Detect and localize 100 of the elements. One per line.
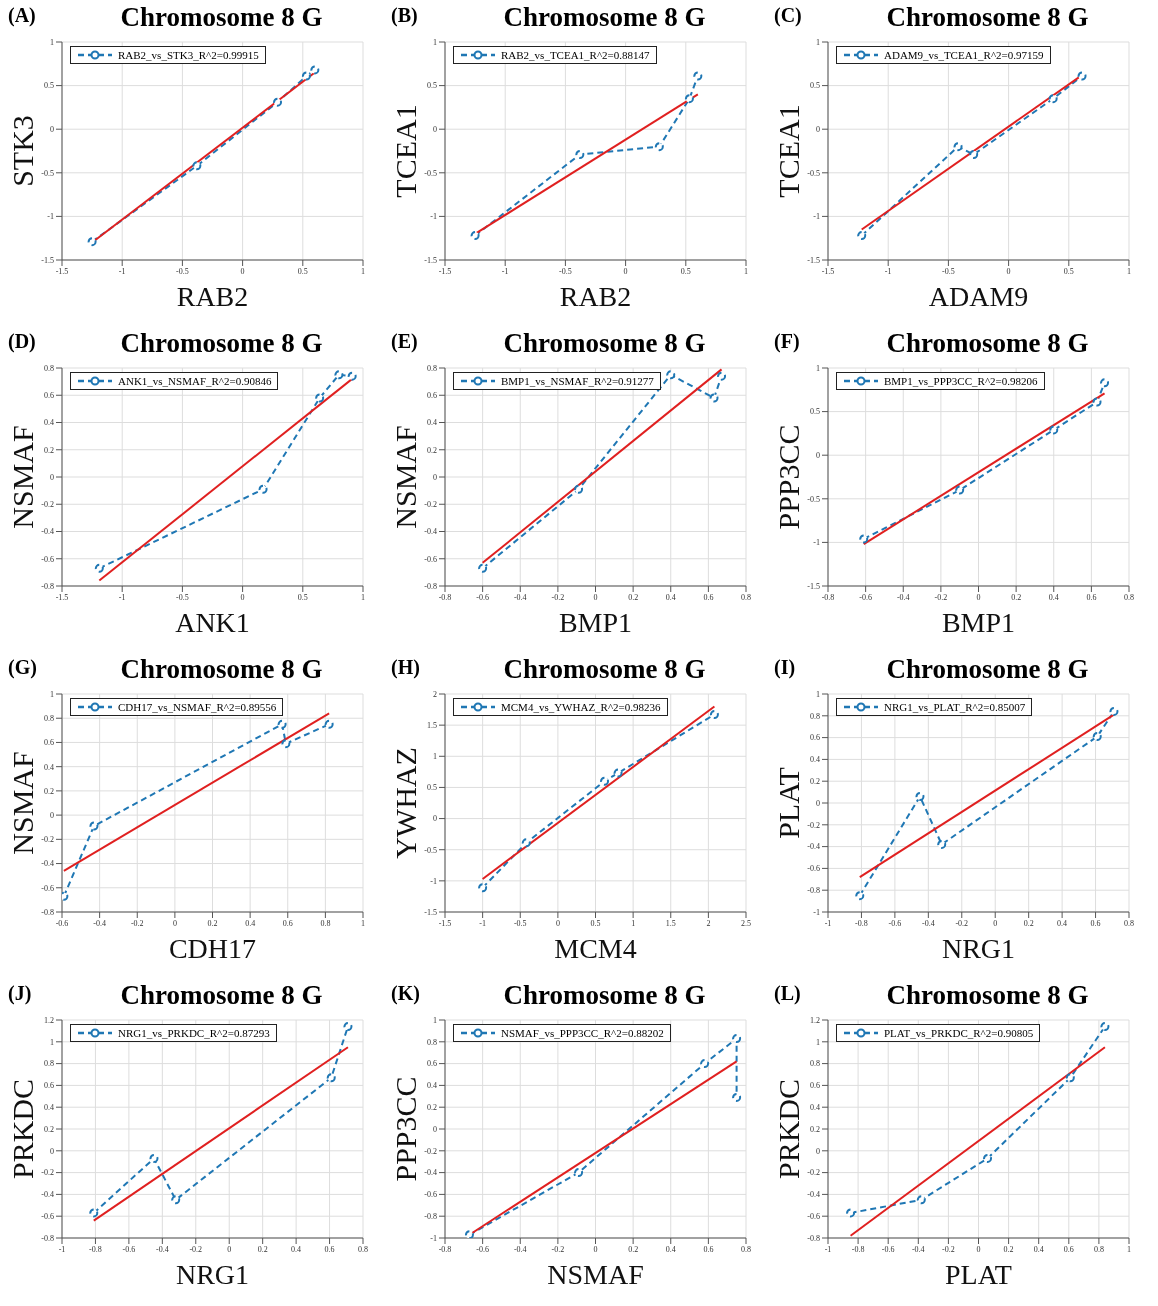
- point: [1049, 425, 1059, 435]
- point: [1100, 378, 1110, 388]
- x-tick-label: -0.6: [122, 1244, 136, 1254]
- y-tick-label: 0.4: [44, 1103, 54, 1113]
- x-tick-label: -1: [824, 918, 832, 928]
- x-tick-label: 0.4: [665, 592, 676, 602]
- point: [87, 237, 97, 247]
- x-tick-label: 2.5: [741, 918, 751, 928]
- y-tick-label: -0.6: [41, 554, 54, 564]
- y-tick-label: 0.6: [427, 391, 437, 401]
- x-tick-label: 2: [706, 918, 711, 928]
- chart-title: Chromosome 8 G: [119, 654, 324, 685]
- y-tick-label: 1: [816, 1037, 820, 1047]
- x-tick-label: 0: [976, 592, 981, 602]
- point: [983, 1153, 993, 1163]
- y-tick-label: -0.8: [807, 886, 820, 896]
- x-tick-label: 0: [593, 1244, 598, 1254]
- x-tick-label: -0.2: [551, 592, 565, 602]
- y-tick-label: 0.8: [810, 1059, 820, 1069]
- point: [324, 719, 334, 729]
- y-tick-label: -0.6: [41, 1212, 54, 1222]
- y-axis-title: PPP3CC: [388, 1076, 422, 1182]
- point: [478, 563, 488, 573]
- legend-label: NSMAF_vs_PPP3CC_R^2=0.88202: [501, 1027, 664, 1039]
- y-tick-label: 0: [50, 1146, 54, 1156]
- x-tick-label: 0.4: [1048, 592, 1059, 602]
- chart-title: Chromosome 8 G: [885, 2, 1090, 33]
- x-axis-title: RAB2: [176, 281, 249, 312]
- point: [969, 149, 979, 159]
- x-axis-title: NRG1: [175, 1259, 250, 1290]
- point: [915, 791, 925, 801]
- y-tick-label: -0.5: [807, 494, 820, 504]
- y-tick-label: 0.4: [427, 418, 437, 428]
- x-tick-label: 0.5: [297, 266, 308, 276]
- y-tick-label: -0.2: [41, 1168, 54, 1178]
- legend-label: ADAM9_vs_TCEA1_R^2=0.97159: [884, 49, 1044, 61]
- y-tick-label: -0.5: [424, 168, 437, 178]
- x-axis-title: MCM4: [554, 933, 637, 964]
- x-tick-label: 0.5: [590, 918, 601, 928]
- chart-title: Chromosome 8 G: [502, 2, 707, 33]
- x-axis-title: RAB2: [559, 281, 632, 312]
- y-tick-label: 0.6: [44, 738, 54, 748]
- y-tick-label: 1.2: [810, 1015, 820, 1025]
- point: [192, 161, 202, 171]
- x-tick-label: 0.8: [1124, 592, 1134, 602]
- x-tick-label: -0.5: [559, 266, 572, 276]
- x-tick-label: 0: [555, 918, 560, 928]
- x-tick-label: -1: [824, 1244, 832, 1254]
- point: [937, 839, 947, 849]
- text: (K): [391, 982, 420, 1005]
- text: (I): [774, 656, 796, 679]
- x-tick-label: -0.2: [942, 1244, 955, 1254]
- text: (H): [391, 656, 420, 679]
- y-tick-label: 0.6: [810, 733, 820, 743]
- x-axis-title: NSMAF: [547, 1259, 644, 1290]
- point: [1109, 706, 1119, 716]
- point: [574, 484, 584, 494]
- point: [470, 231, 480, 241]
- legend-label: MCM4_vs_YWHAZ_R^2=0.98236: [501, 701, 661, 713]
- y-tick-label: 0.2: [427, 445, 437, 455]
- text: (D): [8, 330, 36, 353]
- point: [1048, 94, 1058, 104]
- point: [315, 393, 325, 403]
- x-axis-title: CDH17: [168, 933, 257, 964]
- point: [575, 149, 585, 159]
- x-tick-label: -0.8: [851, 1244, 865, 1254]
- x-tick-label: 0: [976, 1244, 981, 1254]
- y-tick-label: -1.5: [424, 255, 437, 265]
- legend-label: ANK1_vs_NSMAF_R^2=0.90846: [118, 375, 272, 387]
- x-tick-label: 0: [240, 592, 245, 602]
- x-tick-label: -0.8: [855, 918, 868, 928]
- y-axis-title: NSMAF: [5, 751, 39, 855]
- point: [464, 1230, 474, 1238]
- y-tick-label: -0.4: [807, 1190, 820, 1200]
- x-tick-label: -0.8: [89, 1244, 102, 1254]
- x-tick-label: 0: [623, 266, 628, 276]
- x-tick-label: -1: [884, 266, 892, 276]
- point: [955, 485, 965, 495]
- x-tick-label: 0.6: [324, 1244, 335, 1254]
- x-tick-label: -0.6: [881, 1244, 895, 1254]
- text: (B): [391, 4, 418, 27]
- y-tick-label: -1.5: [807, 581, 820, 591]
- x-tick-label: -0.6: [888, 918, 902, 928]
- y-tick-label: -0.4: [424, 527, 437, 537]
- point: [89, 821, 99, 831]
- point: [732, 1092, 742, 1102]
- point: [600, 776, 610, 786]
- y-tick-label: 0.5: [427, 783, 437, 793]
- y-tick-label: 0.6: [44, 1081, 54, 1091]
- x-tick-label: -0.2: [189, 1244, 203, 1254]
- y-tick-label: 1.2: [44, 1015, 54, 1025]
- x-tick-label: 1: [361, 918, 365, 928]
- x-tick-label: -1: [501, 266, 509, 276]
- x-tick-label: -0.4: [922, 918, 935, 928]
- chart-title: Chromosome 8 G: [119, 980, 324, 1011]
- x-tick-label: 0.6: [703, 592, 714, 602]
- text: (G): [8, 656, 37, 679]
- x-tick-label: 0.6: [1090, 918, 1101, 928]
- point: [273, 97, 283, 107]
- x-tick-label: -0.2: [551, 1244, 565, 1254]
